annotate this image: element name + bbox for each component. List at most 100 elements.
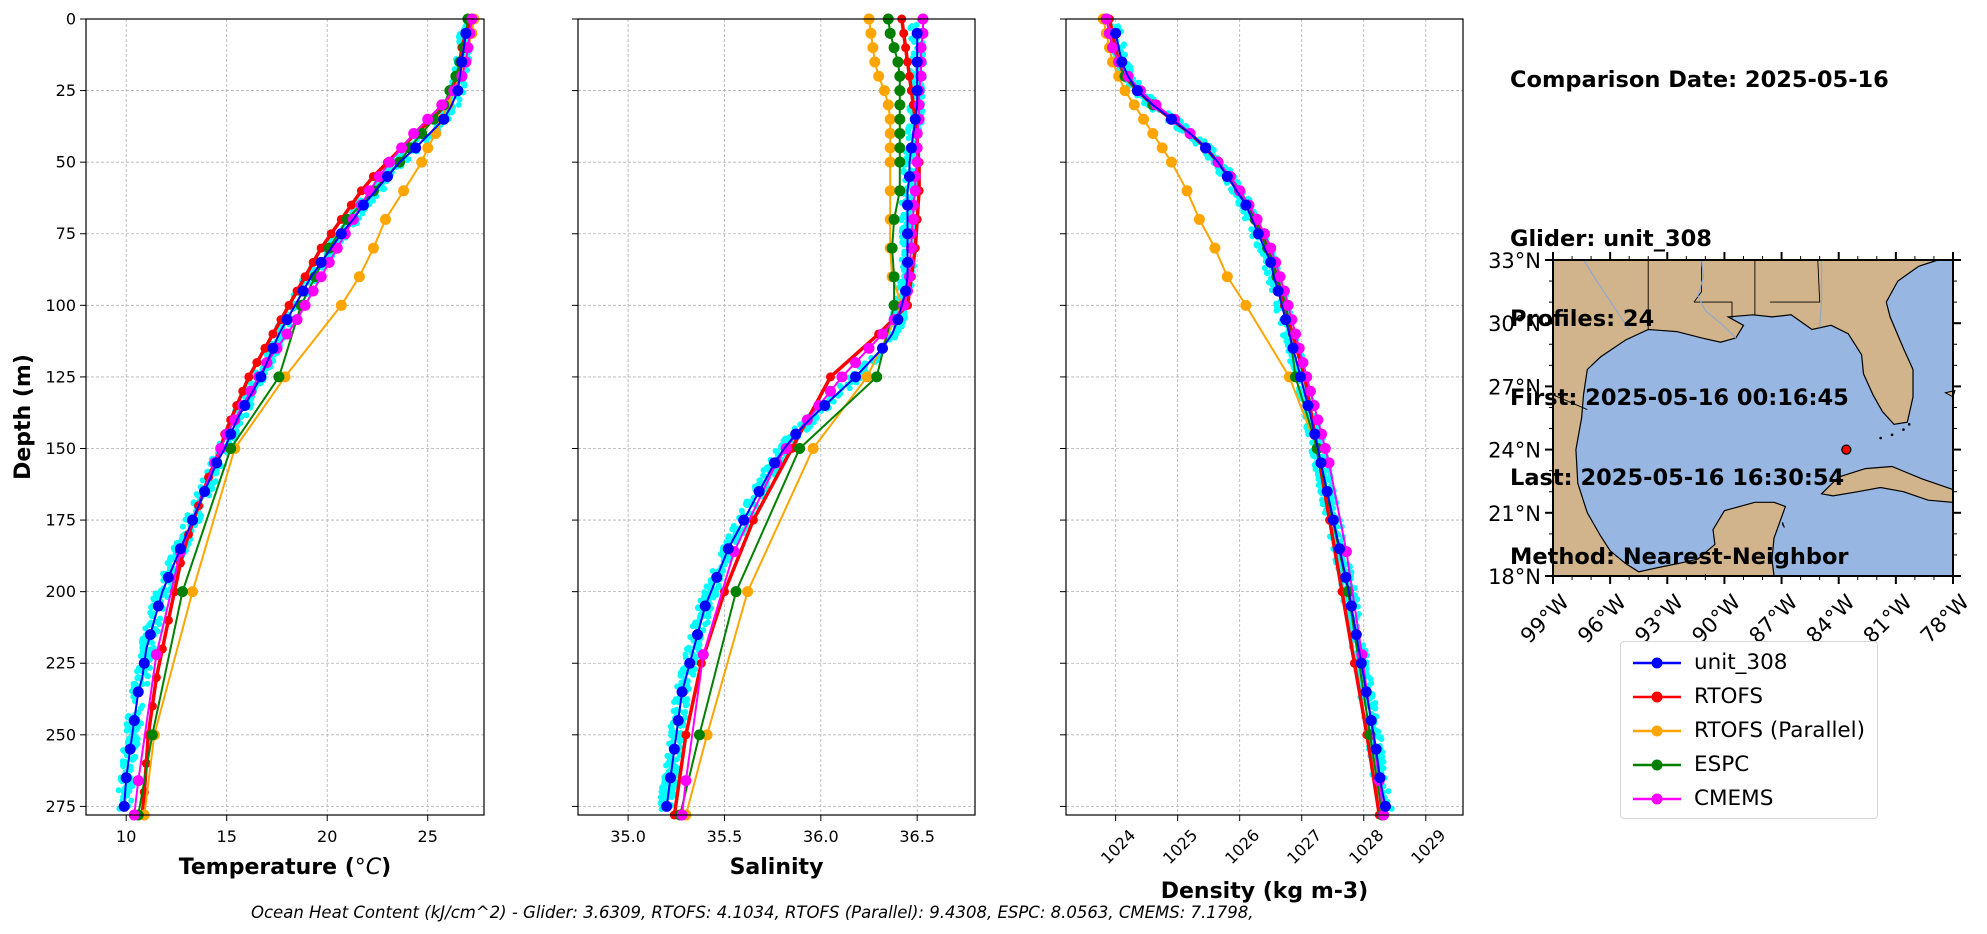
- data-point: [892, 56, 904, 68]
- data-point: [299, 299, 311, 311]
- data-point: [422, 113, 434, 125]
- y-tick-label: 250: [45, 725, 76, 744]
- legend: unit_308 RTOFS RTOFS (Parallel) ESPC CME…: [1620, 641, 1878, 819]
- glider-raw-point: [692, 619, 699, 626]
- data-point: [1234, 185, 1246, 197]
- plot-frame: [577, 18, 976, 816]
- panel-density: 1024 1025 1026 1027 1028 1029 Density (kg m-3): [1060, 13, 1464, 904]
- data-point: [1312, 414, 1324, 426]
- map-lat-label: 30°N: [1488, 312, 1541, 336]
- map-lat-label: 27°N: [1488, 375, 1541, 399]
- data-point: [1110, 27, 1122, 39]
- glider-raw-point: [715, 582, 722, 589]
- glider-raw-point: [1228, 186, 1235, 193]
- data-point: [1374, 772, 1386, 784]
- data-point: [884, 185, 896, 197]
- data-point: [672, 715, 684, 727]
- data-point: [1272, 285, 1284, 297]
- glider-raw-point: [1241, 215, 1248, 222]
- glider-raw-point: [672, 696, 679, 703]
- river: [1582, 259, 1630, 330]
- glider-raw-point: [247, 380, 254, 387]
- data-point: [436, 99, 448, 111]
- data-point: [894, 99, 906, 111]
- data-point: [1165, 113, 1177, 125]
- data-point: [384, 156, 396, 168]
- x-axis-label: Temperature (°C): [179, 855, 391, 880]
- glider-raw-point: [115, 787, 122, 794]
- glider-raw-point: [760, 472, 767, 479]
- glider-raw-point: [717, 550, 724, 557]
- data-point: [867, 42, 879, 54]
- data-point: [382, 170, 394, 182]
- data-point: [894, 85, 906, 97]
- data-point: [1315, 457, 1327, 469]
- glider-location-marker: [1841, 444, 1852, 455]
- glider-raw-point: [243, 412, 250, 419]
- glider-raw-point: [1141, 100, 1147, 107]
- data-point: [911, 85, 923, 97]
- data-point: [1345, 600, 1357, 612]
- data-point: [901, 43, 911, 53]
- glider-raw-point: [720, 567, 727, 574]
- data-point: [869, 56, 881, 68]
- data-point: [422, 142, 434, 154]
- data-point: [128, 715, 140, 727]
- glider-raw-point: [1235, 198, 1242, 205]
- data-point: [894, 128, 906, 140]
- data-point: [1221, 170, 1233, 182]
- data-point: [769, 457, 781, 469]
- glider-raw-point: [132, 733, 139, 740]
- data-point: [899, 28, 909, 38]
- x-tick-label: 10: [116, 827, 136, 846]
- data-point: [346, 200, 356, 210]
- data-point: [1304, 385, 1316, 397]
- data-point: [738, 514, 750, 526]
- data-point: [281, 328, 293, 340]
- data-point: [1119, 85, 1131, 97]
- glider-raw-point: [1215, 169, 1222, 176]
- y-tick-label: 225: [45, 654, 76, 673]
- data-point: [892, 314, 904, 326]
- series-line-rtofs-parallel-: [1102, 18, 1384, 816]
- glider-raw-point: [455, 101, 462, 108]
- x-tick-label: 20: [317, 827, 337, 846]
- legend-marker: [1651, 657, 1663, 669]
- data-point: [680, 775, 692, 787]
- data-point: [144, 629, 156, 641]
- data-point: [865, 27, 877, 39]
- data-point: [668, 743, 680, 755]
- data-point: [152, 600, 164, 612]
- data-point: [132, 686, 144, 698]
- series-line-espc: [679, 18, 901, 816]
- glider-raw-point: [179, 523, 186, 530]
- data-point: [676, 686, 688, 698]
- data-point: [120, 772, 132, 784]
- data-point: [1107, 42, 1119, 54]
- glider-raw-point: [661, 782, 668, 789]
- data-point: [1128, 99, 1140, 111]
- data-point: [850, 357, 862, 369]
- data-point: [1323, 457, 1335, 469]
- x-tick-label: 36.0: [803, 827, 839, 846]
- glider-raw-point: [139, 635, 146, 642]
- data-point: [693, 729, 705, 741]
- data-point: [888, 299, 900, 311]
- data-point: [1287, 342, 1299, 354]
- data-point: [1150, 99, 1162, 111]
- legend-marker: [1651, 793, 1663, 805]
- glider-raw-point: [1273, 303, 1280, 310]
- y-tick-label: 200: [45, 582, 76, 601]
- data-point: [665, 772, 677, 784]
- data-point: [850, 371, 862, 383]
- x-tick-label: 1025: [1159, 826, 1201, 868]
- glider-raw-point: [1253, 242, 1260, 249]
- glider-raw-point: [451, 66, 458, 73]
- map-lon-label: 99°W: [1516, 590, 1574, 648]
- state-border: [1693, 260, 1703, 303]
- glider-raw-point: [910, 38, 917, 45]
- data-point: [398, 185, 410, 197]
- glider-raw-point: [120, 763, 127, 770]
- data-point: [1265, 256, 1277, 268]
- glider-raw-point: [905, 135, 912, 142]
